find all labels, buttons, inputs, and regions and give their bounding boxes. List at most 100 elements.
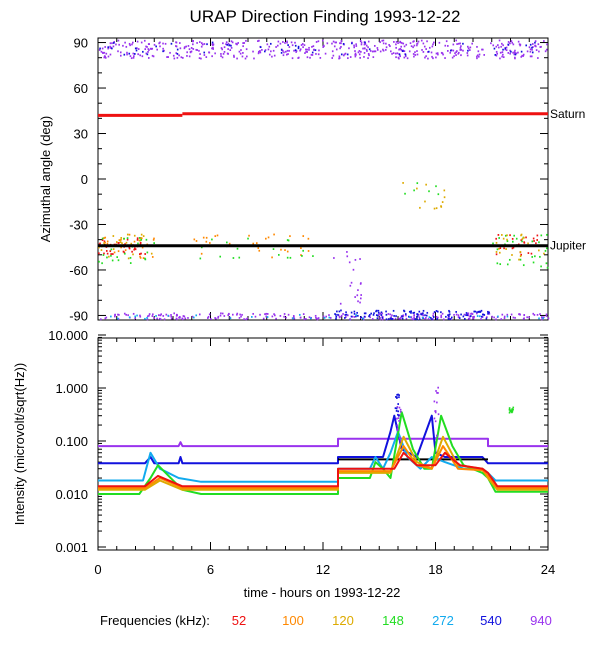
azimuth-point bbox=[138, 239, 141, 242]
intensity-spike-point bbox=[433, 417, 436, 420]
azimuth-point bbox=[380, 311, 383, 314]
azimuth-point bbox=[467, 317, 470, 320]
azimuth-point bbox=[104, 55, 106, 58]
azimuth-point bbox=[136, 238, 139, 241]
azimuth-point bbox=[513, 53, 516, 56]
azimuth-point bbox=[183, 46, 186, 49]
azimuth-point bbox=[502, 56, 505, 59]
azimuth-point bbox=[257, 50, 260, 53]
azimuth-point bbox=[477, 311, 480, 313]
azimuth-point bbox=[405, 43, 408, 46]
intensity-spike-point bbox=[434, 437, 437, 440]
azimuth-point bbox=[133, 248, 135, 251]
azimuth-point bbox=[315, 41, 318, 43]
azimuth-point bbox=[471, 42, 473, 45]
azimuth-point bbox=[166, 56, 168, 58]
intensity-spike-point bbox=[433, 400, 436, 403]
azimuth-point bbox=[238, 256, 241, 259]
azimuth-point bbox=[188, 48, 191, 51]
azimuth-point bbox=[402, 182, 404, 184]
azimuth-point bbox=[137, 53, 139, 56]
azimuth-point bbox=[147, 315, 149, 318]
azimuth-point bbox=[152, 238, 155, 241]
azimuth-point bbox=[509, 42, 511, 45]
azimuth-point bbox=[354, 296, 356, 298]
azimuth-point bbox=[538, 249, 540, 252]
azimuth-point bbox=[353, 44, 355, 47]
azimuth-point bbox=[512, 43, 515, 46]
azimuth-point bbox=[183, 315, 186, 318]
azimuth-point bbox=[163, 318, 166, 321]
azimuth-point bbox=[467, 47, 470, 50]
azimuth-point bbox=[376, 47, 379, 49]
azimuth-point bbox=[493, 47, 496, 50]
azimuth-point bbox=[264, 49, 267, 51]
azimuth-point bbox=[497, 315, 499, 318]
reference-label-saturn: Saturn bbox=[550, 107, 585, 121]
azimuth-point bbox=[167, 56, 169, 58]
azimuth-point bbox=[317, 317, 320, 319]
azimuth-point bbox=[230, 44, 232, 47]
azimuth-point bbox=[149, 47, 152, 50]
azimuth-point bbox=[231, 41, 234, 44]
azimuth-point bbox=[518, 313, 520, 316]
intensity-y-axis-label: Intensity (microvolt/sqrt(Hz)) bbox=[12, 363, 27, 526]
azimuth-point bbox=[543, 252, 545, 255]
azimuth-point bbox=[349, 284, 352, 287]
azimuth-point bbox=[512, 51, 514, 54]
azimuth-point bbox=[259, 46, 262, 49]
azimuth-point bbox=[190, 47, 193, 49]
azimuth-point bbox=[139, 315, 142, 318]
azimuth-point bbox=[399, 317, 401, 320]
azimuth-point bbox=[522, 318, 525, 320]
azimuth-point bbox=[532, 43, 534, 45]
azimuth-point bbox=[367, 46, 369, 49]
azimuth-point bbox=[185, 45, 188, 48]
azimuth-point bbox=[338, 57, 340, 60]
azimuth-point bbox=[232, 257, 235, 259]
azimuth-point bbox=[98, 246, 100, 249]
azimuth-point bbox=[273, 233, 275, 236]
azimuth-point bbox=[535, 49, 538, 52]
azimuth-point bbox=[139, 54, 141, 57]
azimuth-point bbox=[377, 311, 380, 314]
azimuth-point bbox=[349, 56, 352, 58]
azimuth-point bbox=[147, 51, 149, 53]
azimuth-point bbox=[117, 50, 119, 53]
azimuth-point bbox=[381, 39, 384, 42]
azimuth-point bbox=[514, 316, 516, 319]
azimuth-point bbox=[159, 45, 161, 48]
azimuth-point bbox=[243, 318, 245, 321]
azimuth-point bbox=[526, 316, 528, 319]
azimuth-point bbox=[451, 56, 454, 59]
azimuth-point bbox=[432, 43, 434, 46]
azimuth-point bbox=[272, 49, 275, 52]
azimuth-point bbox=[102, 52, 104, 54]
azimuth-point bbox=[517, 40, 520, 43]
azimuth-point bbox=[348, 47, 350, 50]
azimuth-point bbox=[465, 312, 468, 314]
azimuth-point bbox=[450, 318, 452, 321]
azimuth-point bbox=[199, 41, 201, 43]
azimuth-point bbox=[147, 48, 150, 50]
azimuth-point bbox=[462, 49, 464, 52]
azimuth-point bbox=[417, 40, 420, 43]
azimuth-point bbox=[128, 233, 131, 236]
azimuth-point bbox=[173, 312, 175, 315]
azimuth-point bbox=[176, 53, 179, 55]
azimuth-point bbox=[547, 317, 550, 320]
azimuth-point bbox=[269, 42, 272, 45]
azimuth-point bbox=[125, 313, 128, 316]
azimuth-point bbox=[392, 309, 395, 312]
azimuth-point bbox=[512, 246, 515, 249]
azimuth-point bbox=[175, 41, 177, 44]
azimuth-point bbox=[198, 313, 201, 316]
azimuth-point bbox=[529, 43, 532, 46]
azimuth-point bbox=[353, 310, 356, 313]
azimuth-point bbox=[259, 49, 261, 52]
azimuth-point bbox=[233, 54, 235, 57]
azimuth-point bbox=[436, 318, 438, 320]
azimuth-point bbox=[333, 45, 336, 48]
azimuth-point bbox=[193, 238, 196, 241]
azimuth-point bbox=[493, 316, 495, 319]
